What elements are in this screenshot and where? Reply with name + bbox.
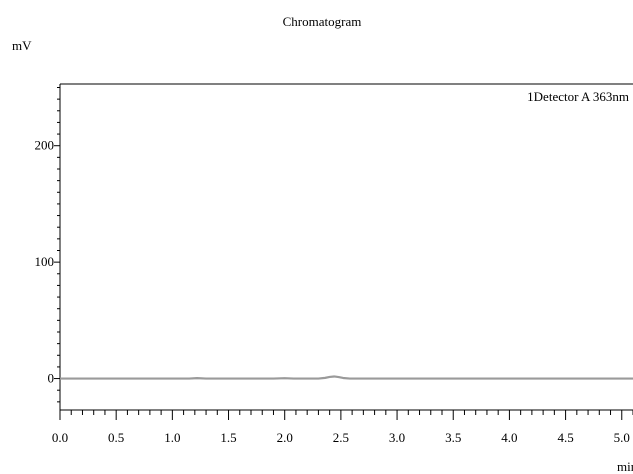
x-tick-label: 1.0 — [164, 430, 180, 445]
x-tick-label: 3.5 — [445, 430, 461, 445]
x-tick-label: 1.5 — [220, 430, 236, 445]
chart-title: Chromatogram — [283, 14, 362, 29]
x-tick-label: 5.0 — [614, 430, 630, 445]
x-tick-label: 2.0 — [277, 430, 293, 445]
x-axis-label: min — [617, 459, 633, 474]
series-line-detector-a — [60, 375, 633, 380]
y-axis-label: mV — [12, 38, 32, 53]
y-tick-label: 200 — [35, 138, 55, 153]
x-tick-label: 2.5 — [333, 430, 349, 445]
y-tick-label: 0 — [48, 371, 55, 386]
x-tick-label: 0.5 — [108, 430, 124, 445]
legend-entry: 1Detector A 363nm — [527, 89, 629, 104]
x-tick-label: 4.5 — [557, 430, 573, 445]
plot-area: 0 100 200 0.0 0.5 1.0 1.5 2.0 2.5 3.0 3.5 4.0 4.5 5.0 — [35, 83, 633, 445]
x-tick-label: 0.0 — [52, 430, 68, 445]
x-tick-label: 3.0 — [389, 430, 405, 445]
x-tick-label: 4.0 — [501, 430, 517, 445]
y-tick-label: 100 — [35, 254, 55, 269]
